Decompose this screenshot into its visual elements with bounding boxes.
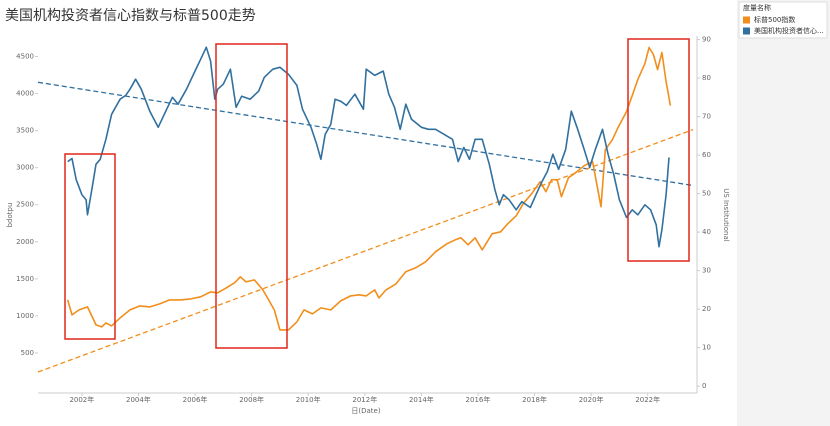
x-tick-label: 2008年 xyxy=(239,395,264,404)
y-tick-label: 1500 xyxy=(16,275,34,283)
y-tick-label: 2000 xyxy=(16,238,34,246)
y2-tick-label: 40 xyxy=(702,228,711,236)
legend-swatch xyxy=(743,16,750,24)
x-tick-label: 2004年 xyxy=(126,395,151,404)
trend-line xyxy=(37,81,694,187)
y-tick-label: 500 xyxy=(21,349,34,357)
y-tick-label: 4000 xyxy=(16,90,34,98)
y2-tick-label: 60 xyxy=(702,151,711,159)
y2-tick-label: 30 xyxy=(702,267,711,275)
x-tick-label: 2006年 xyxy=(183,395,208,404)
y-tick-label: 4500 xyxy=(16,53,34,61)
x-tick-label: 2020年 xyxy=(579,395,604,404)
y2-tick-label: 0 xyxy=(702,382,706,390)
highlight-box xyxy=(215,43,288,349)
x-tick-label: 2016年 xyxy=(466,395,491,404)
y-axis-label: bdotpu xyxy=(6,203,14,228)
x-tick-label: 2012年 xyxy=(352,395,377,404)
highlight-box xyxy=(64,153,116,340)
x-tick-label: 2022年 xyxy=(635,395,660,404)
legend-title: 度量名称 xyxy=(743,3,771,12)
plot xyxy=(37,46,694,373)
series-line xyxy=(67,46,670,248)
y2-tick-label: 70 xyxy=(702,113,711,121)
y2-axis-label: US Institutional xyxy=(722,188,730,242)
y2-tick-label: 20 xyxy=(702,305,711,313)
legend-label: 美国机构投资者信心... xyxy=(754,26,824,35)
y-tick-label: 1000 xyxy=(16,312,34,320)
x-tick-label: 2010年 xyxy=(296,395,321,404)
highlight-box xyxy=(627,38,690,262)
legend-box xyxy=(738,1,828,39)
y2-tick-label: 80 xyxy=(702,74,711,82)
legend-panel xyxy=(737,0,830,426)
y-tick-label: 2500 xyxy=(16,201,34,209)
x-axis-label: 日(Date) xyxy=(351,407,380,415)
x-tick-label: 2018年 xyxy=(522,395,547,404)
chart-title: 美国机构投资者信心指数与标普500走势 xyxy=(5,8,256,24)
y2-tick-label: 90 xyxy=(702,36,711,44)
y-tick-label: 3000 xyxy=(16,164,34,172)
y2-tick-label: 50 xyxy=(702,190,711,198)
x-tick-label: 2014年 xyxy=(409,395,434,404)
y-tick-label: 3500 xyxy=(16,127,34,135)
legend-label: 标普500指数 xyxy=(754,15,795,24)
legend-swatch xyxy=(743,27,750,35)
y2-tick-label: 10 xyxy=(702,344,711,352)
series-line xyxy=(66,46,672,331)
x-tick-label: 2002年 xyxy=(69,395,94,404)
trend-line xyxy=(37,128,694,373)
